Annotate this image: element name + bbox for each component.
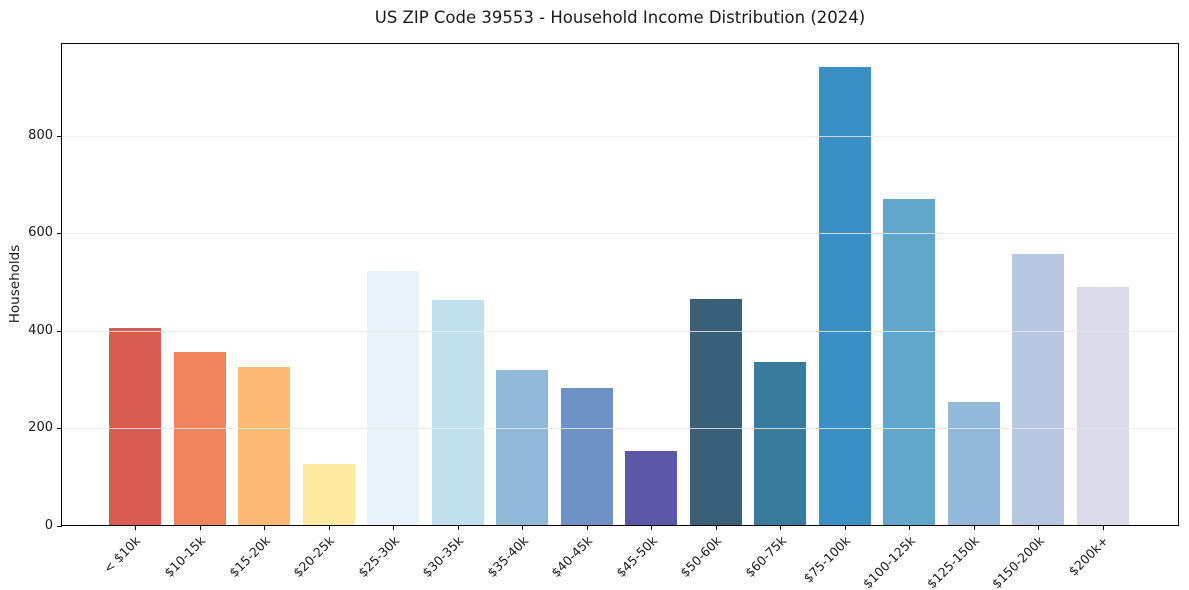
bar-$25-30k xyxy=(367,271,420,525)
x-tick-mark xyxy=(199,526,201,530)
x-tick-mark xyxy=(1038,526,1040,530)
x-tick-label: $150-200k xyxy=(988,533,1048,590)
x-tick-label: $125-150k xyxy=(924,533,983,590)
x-tick-mark xyxy=(844,526,846,530)
y-tick-label: 400 xyxy=(28,323,53,338)
x-tick-label: $35-40k xyxy=(483,533,531,581)
y-tick-mark xyxy=(57,428,62,429)
x-tick-label: $45-50k xyxy=(612,533,660,581)
y-tick-label: 200 xyxy=(28,420,53,435)
x-tick-label: $60-75k xyxy=(741,533,789,581)
y-axis-label: Households xyxy=(7,244,23,324)
bar-$40-45k xyxy=(560,388,613,525)
y-tick-mark xyxy=(57,233,62,234)
y-tick-label: 800 xyxy=(28,128,53,143)
gridline-400 xyxy=(62,331,1178,332)
gridline-800 xyxy=(62,136,1178,137)
x-tick-label: $30-35k xyxy=(419,533,467,581)
x-tick-label: $200k+ xyxy=(1065,533,1112,579)
y-tick-mark xyxy=(57,526,62,527)
x-tick-label: $75-100k xyxy=(800,533,854,586)
x-tick-mark xyxy=(135,526,136,530)
plot-area xyxy=(61,43,1179,526)
x-tick-mark xyxy=(909,526,911,530)
bar-$200k+ xyxy=(1076,287,1129,525)
x-tick-label: $10-15k xyxy=(161,533,209,581)
x-tick-label: $20-25k xyxy=(290,533,338,581)
bar-< $10k xyxy=(109,328,161,525)
x-tick-mark xyxy=(522,526,524,530)
bar-$45-50k xyxy=(625,451,678,525)
x-tick-label: $15-20k xyxy=(225,533,273,581)
x-tick-mark xyxy=(780,526,782,530)
x-tick-label: $50-60k xyxy=(677,533,725,581)
x-tick-mark xyxy=(651,526,653,530)
x-tick-mark xyxy=(973,526,975,530)
x-tick-mark xyxy=(393,526,395,530)
x-tick-mark xyxy=(457,526,459,530)
x-tick-mark xyxy=(1102,526,1104,530)
bar-$20-25k xyxy=(302,464,355,525)
bar-$15-20k xyxy=(238,367,291,525)
bar-$60-75k xyxy=(754,362,807,525)
bar-$150-200k xyxy=(1012,254,1065,525)
x-tick-label: $100-125k xyxy=(859,533,918,590)
x-tick-label: < $10k xyxy=(100,533,144,576)
x-tick-label: $40-45k xyxy=(548,533,596,581)
y-tick-mark xyxy=(57,331,62,332)
bar-$35-40k xyxy=(496,370,549,525)
bar-$30-35k xyxy=(431,300,484,525)
chart-title: US ZIP Code 39553 - Household Income Dis… xyxy=(374,8,866,27)
bar-$75-100k xyxy=(818,67,871,525)
bar-$125-150k xyxy=(947,402,1000,525)
x-tick-mark xyxy=(264,526,266,530)
gridline-600 xyxy=(62,233,1178,234)
x-tick-label: $25-30k xyxy=(354,533,402,581)
bar-$100-125k xyxy=(883,199,936,525)
gridline-200 xyxy=(62,428,1178,429)
y-tick-mark xyxy=(57,136,62,137)
x-tick-mark xyxy=(586,526,588,530)
bar-$10-15k xyxy=(173,352,226,525)
y-tick-label: 600 xyxy=(28,225,53,240)
y-tick-label: 0 xyxy=(44,518,53,533)
bar-$50-60k xyxy=(689,299,742,525)
x-tick-mark xyxy=(328,526,330,530)
x-tick-mark xyxy=(715,526,717,530)
